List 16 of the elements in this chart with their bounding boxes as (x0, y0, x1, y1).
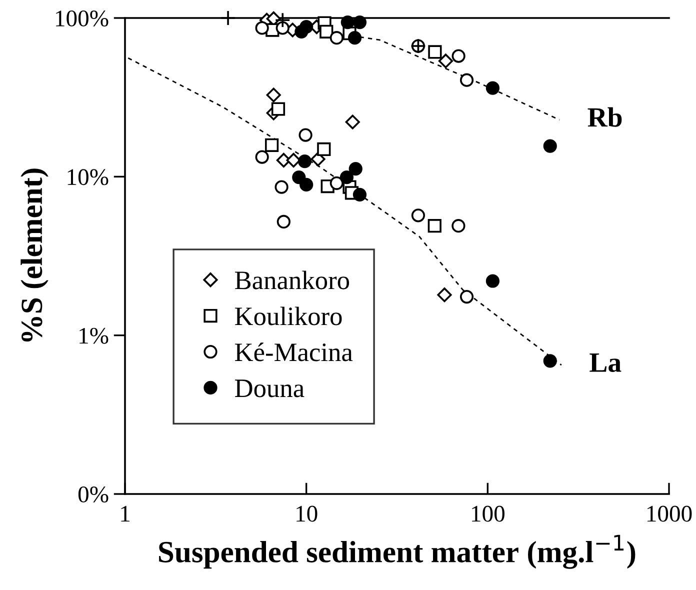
y-tick-label: 0% (78, 486, 108, 502)
legend-label: Koulikoro (235, 306, 342, 326)
x-tick-label: 100 (472, 506, 504, 522)
series-label: Rb (588, 107, 622, 127)
y-axis-title: %S (element) (20, 168, 48, 342)
y-tick-label: 1% (80, 328, 108, 344)
series-label: La (590, 354, 622, 372)
legend-label: Banankoro (235, 270, 350, 290)
legend-label: Douna (235, 380, 304, 398)
y-tick-label: 100% (56, 10, 108, 26)
legend-label: Ké-Macina (235, 342, 353, 362)
x-tick-label: 10 (296, 506, 318, 522)
y-tick-label: 10% (68, 169, 108, 186)
x-axis-title: Suspended sediment matter (mg.l$^{−1}$) (159, 534, 636, 569)
x-tick-label: 1000 (647, 506, 692, 522)
x-tick-label: 1 (121, 506, 130, 522)
